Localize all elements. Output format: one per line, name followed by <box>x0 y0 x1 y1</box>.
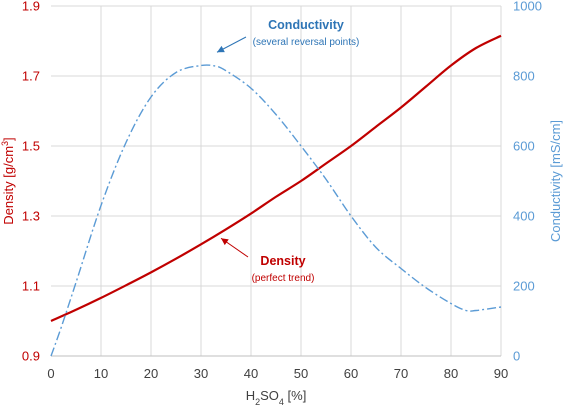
annotation-conductivity: Conductivity (several reversal points) <box>253 18 360 48</box>
y-left-axis-title: Density [g/cm3] <box>0 137 16 224</box>
annotation-density-title: Density <box>260 254 305 268</box>
y-left-tick-label: 1.7 <box>22 69 40 84</box>
series-line-conductivity <box>50 64 502 357</box>
x-tick-label: 10 <box>94 366 108 381</box>
y-right-tick-label: 0 <box>513 349 520 364</box>
x-tick-label: 50 <box>294 366 308 381</box>
conductivity-arrowhead <box>217 45 225 53</box>
annotation-arrows <box>216 36 249 258</box>
x-tick-label: 60 <box>344 366 358 381</box>
annotation-conductivity-subtitle: (several reversal points) <box>253 37 360 48</box>
y-left-tick-label: 1.3 <box>22 209 40 224</box>
y-right-tick-label: 200 <box>513 279 535 294</box>
x-tick-label: 20 <box>144 366 158 381</box>
annotation-density-subtitle: (perfect trend) <box>252 273 315 284</box>
x-tick-label: 40 <box>244 366 258 381</box>
y-right-tick-label: 800 <box>513 69 535 84</box>
annotation-density: Density (perfect trend) <box>252 254 315 284</box>
y-left-tick-label: 1.1 <box>22 279 40 294</box>
right-axis-ticks: 0 200 400 600 800 1000 <box>513 0 542 364</box>
y-right-tick-label: 1000 <box>513 0 542 14</box>
series-line-density <box>50 34 502 323</box>
left-axis-ticks: 0.9 1.1 1.3 1.5 1.7 1.9 <box>22 0 40 364</box>
x-axis-ticks: 0 10 20 30 40 50 60 70 80 90 <box>47 366 508 381</box>
x-tick-label: 80 <box>444 366 458 381</box>
grid <box>51 5 502 356</box>
x-tick-label: 30 <box>194 366 208 381</box>
y-right-tick-label: 400 <box>513 209 535 224</box>
y-left-tick-label: 0.9 <box>22 349 40 364</box>
annotation-conductivity-title: Conductivity <box>268 18 344 32</box>
x-tick-label: 90 <box>494 366 508 381</box>
x-tick-label: 0 <box>47 366 54 381</box>
y-left-tick-label: 1.9 <box>22 0 40 14</box>
y-right-tick-label: 600 <box>513 139 535 154</box>
x-axis-title: H2SO4 [%] <box>246 388 307 406</box>
density-arrowhead <box>221 238 229 246</box>
y-left-tick-label: 1.5 <box>22 139 40 154</box>
y-right-axis-title: Conductivity [mS/cm] <box>548 120 563 242</box>
series-layer <box>50 34 502 357</box>
x-tick-label: 70 <box>394 366 408 381</box>
